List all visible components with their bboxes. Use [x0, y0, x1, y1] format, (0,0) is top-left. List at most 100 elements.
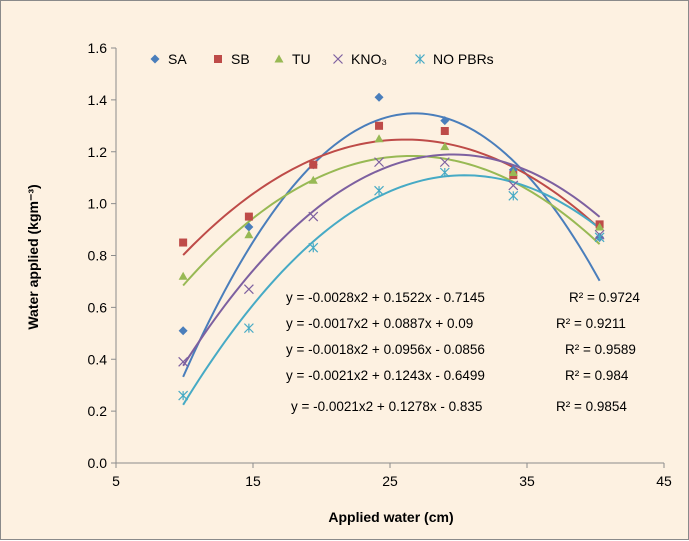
point-marker: [375, 121, 384, 130]
legend-label: KNO₃: [351, 51, 387, 67]
legend-label: NO PBRs: [433, 51, 494, 67]
point-marker: [440, 116, 450, 126]
point-marker: [150, 54, 160, 64]
point-marker: [508, 180, 519, 191]
x-tick-label: 45: [656, 473, 672, 489]
x-marker: [508, 180, 519, 191]
square-marker: [179, 238, 188, 247]
asterisk-marker: [415, 54, 425, 64]
asterisk-marker: [439, 167, 450, 178]
asterisk-marker: [308, 242, 319, 253]
trendline: [182, 138, 601, 256]
point-marker: [178, 356, 189, 367]
y-tick-label: 0.0: [88, 455, 108, 471]
point-marker: [374, 185, 384, 196]
square-marker: [244, 212, 253, 221]
x-tick-label: 5: [112, 473, 120, 489]
point-marker: [374, 134, 384, 143]
x-marker: [243, 284, 254, 295]
square-marker: [440, 127, 449, 135]
point-marker: [508, 168, 518, 176]
point-marker: [308, 175, 318, 184]
point-marker: [179, 238, 188, 247]
y-tick-label: 1.6: [88, 40, 108, 56]
r-squared-label: R² = 0.9854: [556, 399, 627, 414]
point-marker: [439, 167, 450, 178]
x-marker: [333, 54, 343, 64]
trend-equation: y = -0.0018x2 + 0.0956x - 0.0856: [286, 342, 485, 357]
triangle-marker: [274, 54, 284, 63]
point-marker: [508, 190, 519, 201]
point-marker: [440, 127, 449, 135]
point-marker: [178, 390, 189, 401]
trendline: [182, 153, 601, 367]
point-marker: [309, 160, 318, 169]
point-marker: [178, 271, 188, 280]
triangle-marker: [308, 175, 318, 184]
y-tick-label: 0.4: [88, 351, 108, 367]
triangle-marker: [440, 142, 450, 151]
x-tick-label: 25: [382, 473, 398, 489]
diamond-marker: [150, 54, 160, 64]
legend-label: SB: [231, 51, 250, 67]
y-axis-title: Water applied (kgm⁻³): [25, 184, 41, 329]
point-marker: [243, 323, 254, 334]
x-marker: [439, 157, 450, 168]
diamond-marker: [440, 116, 450, 126]
point-marker: [439, 157, 450, 168]
square-marker: [375, 121, 384, 130]
triangle-marker: [178, 271, 188, 280]
point-marker: [440, 142, 450, 151]
y-tick-label: 1.2: [88, 144, 108, 160]
y-tick-label: 0.6: [88, 299, 108, 315]
x-axis-title: Applied water (cm): [328, 509, 453, 525]
point-marker: [274, 54, 284, 63]
r-squared-label: R² = 0.9589: [565, 342, 636, 357]
point-marker: [308, 242, 319, 253]
triangle-marker: [595, 222, 605, 231]
square-marker: [309, 160, 318, 169]
r-squared-label: R² = 0.9724: [569, 290, 640, 305]
point-marker: [244, 222, 254, 232]
y-tick-label: 1.4: [88, 92, 108, 108]
y-tick-label: 0.2: [88, 403, 108, 419]
trendline: [182, 174, 601, 406]
point-marker: [374, 92, 384, 102]
diamond-marker: [374, 92, 384, 102]
diamond-marker: [244, 222, 254, 232]
triangle-marker: [508, 168, 518, 176]
data-points: [178, 92, 605, 401]
point-marker: [308, 211, 319, 222]
trend-equation: y = -0.0021x2 + 0.1278x - 0.835: [291, 399, 482, 414]
legend-label: SA: [168, 51, 187, 67]
x-tick-label: 35: [519, 473, 535, 489]
point-marker: [178, 326, 188, 336]
y-tick-label: 0.8: [88, 248, 108, 264]
tick-labels: 0.0 0.2 0.4 0.6 0.8 1.0 1.2 1.4 1.6 5 15 25 35 45: [88, 40, 672, 489]
legend-label: TU: [292, 51, 311, 67]
asterisk-marker: [374, 185, 384, 196]
trend-equation: y = -0.0017x2 + 0.0887x + 0.09: [286, 316, 473, 331]
x-marker: [178, 356, 189, 367]
x-marker: [374, 157, 384, 168]
x-tick-label: 15: [245, 473, 261, 489]
triangle-marker: [374, 134, 384, 143]
trendline: [182, 112, 601, 378]
point-marker: [415, 54, 425, 64]
asterisk-marker: [243, 323, 254, 334]
trendlines: [182, 112, 601, 406]
point-marker: [333, 54, 343, 64]
point-marker: [244, 212, 253, 221]
asterisk-marker: [178, 390, 189, 401]
point-marker: [594, 232, 605, 243]
axes: [111, 47, 665, 468]
r-squared-label: R² = 0.984: [565, 368, 629, 383]
point-marker: [244, 230, 254, 239]
triangle-marker: [244, 230, 254, 239]
legend: SA SB TU KNO₃ NO PBRs: [150, 51, 494, 67]
asterisk-marker: [508, 190, 519, 201]
diamond-marker: [178, 326, 188, 336]
point-marker: [374, 157, 384, 168]
point-marker: [243, 284, 254, 295]
